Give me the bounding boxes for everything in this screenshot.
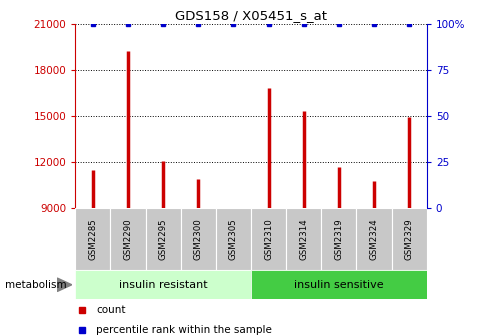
Text: insulin sensitive: insulin sensitive xyxy=(293,280,383,290)
Bar xyxy=(215,208,251,270)
Text: GSM2290: GSM2290 xyxy=(123,219,132,260)
Text: GSM2285: GSM2285 xyxy=(88,218,97,260)
Text: GSM2324: GSM2324 xyxy=(369,218,378,260)
Bar xyxy=(110,208,145,270)
Text: metabolism: metabolism xyxy=(5,280,66,290)
Bar xyxy=(356,208,391,270)
Text: insulin resistant: insulin resistant xyxy=(119,280,207,290)
Title: GDS158 / X05451_s_at: GDS158 / X05451_s_at xyxy=(175,9,326,23)
Polygon shape xyxy=(57,278,72,291)
Bar xyxy=(180,208,215,270)
Bar xyxy=(75,270,251,299)
Text: GSM2314: GSM2314 xyxy=(299,218,308,260)
Text: GSM2295: GSM2295 xyxy=(158,219,167,260)
Bar xyxy=(391,208,426,270)
Bar xyxy=(75,208,110,270)
Bar xyxy=(286,208,320,270)
Text: GSM2310: GSM2310 xyxy=(263,218,272,260)
Bar xyxy=(145,208,180,270)
Bar xyxy=(251,208,286,270)
Bar xyxy=(320,208,356,270)
Text: GSM2300: GSM2300 xyxy=(193,218,202,260)
Text: count: count xyxy=(96,305,125,315)
Text: GSM2305: GSM2305 xyxy=(228,218,238,260)
Bar xyxy=(251,270,426,299)
Text: percentile rank within the sample: percentile rank within the sample xyxy=(96,326,272,335)
Text: GSM2329: GSM2329 xyxy=(404,219,413,260)
Text: GSM2319: GSM2319 xyxy=(333,219,343,260)
